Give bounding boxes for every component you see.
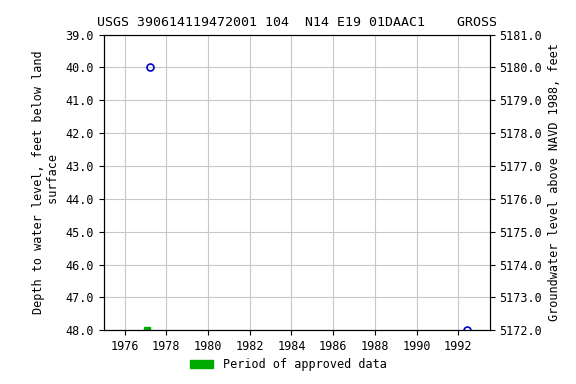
Y-axis label: Groundwater level above NAVD 1988, feet: Groundwater level above NAVD 1988, feet bbox=[548, 43, 560, 321]
Legend: Period of approved data: Period of approved data bbox=[185, 354, 391, 376]
Y-axis label: Depth to water level, feet below land
 surface: Depth to water level, feet below land su… bbox=[32, 51, 60, 314]
Title: USGS 390614119472001 104  N14 E19 01DAAC1    GROSS: USGS 390614119472001 104 N14 E19 01DAAC1… bbox=[97, 16, 497, 29]
